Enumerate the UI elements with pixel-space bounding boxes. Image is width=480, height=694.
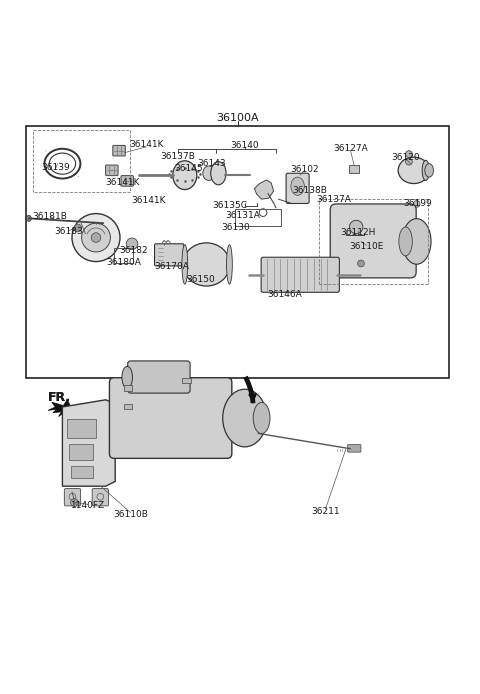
Text: 36137B: 36137B [160, 153, 195, 162]
Bar [124, 404, 132, 409]
Ellipse shape [203, 166, 215, 180]
Polygon shape [254, 180, 274, 199]
Bar [349, 164, 359, 174]
Ellipse shape [399, 227, 412, 256]
Circle shape [72, 214, 120, 262]
Text: 36110B: 36110B [113, 509, 148, 518]
Circle shape [91, 232, 101, 242]
Text: 36150: 36150 [186, 275, 215, 284]
Ellipse shape [182, 245, 188, 284]
Ellipse shape [227, 245, 232, 284]
FancyBboxPatch shape [109, 378, 232, 458]
Circle shape [126, 238, 138, 250]
Text: 36140: 36140 [230, 141, 259, 150]
Text: 36130: 36130 [221, 223, 250, 232]
Text: 1140FZ: 1140FZ [71, 501, 105, 510]
Circle shape [358, 260, 364, 266]
Text: 36145: 36145 [174, 164, 203, 173]
FancyBboxPatch shape [155, 244, 184, 266]
Text: 36141K: 36141K [105, 178, 140, 187]
Bar [69, 444, 93, 460]
Bar [235, 209, 281, 226]
Ellipse shape [223, 389, 267, 447]
Polygon shape [48, 400, 71, 416]
FancyBboxPatch shape [286, 174, 309, 203]
Bar [124, 385, 132, 391]
FancyBboxPatch shape [348, 444, 361, 452]
Text: 36141K: 36141K [132, 196, 166, 205]
Circle shape [406, 158, 412, 165]
Ellipse shape [26, 215, 31, 221]
Ellipse shape [398, 157, 429, 183]
Text: FR.: FR. [48, 391, 71, 405]
Ellipse shape [122, 366, 132, 388]
Bar [182, 378, 191, 384]
FancyBboxPatch shape [261, 257, 339, 292]
Text: 36102: 36102 [290, 165, 319, 174]
Circle shape [349, 220, 363, 234]
FancyBboxPatch shape [64, 489, 81, 506]
FancyBboxPatch shape [330, 204, 416, 278]
Circle shape [82, 223, 110, 252]
Circle shape [74, 224, 82, 232]
Circle shape [406, 151, 412, 158]
Ellipse shape [291, 177, 304, 195]
Text: 36120: 36120 [391, 153, 420, 162]
Text: 36180A: 36180A [107, 258, 141, 267]
Text: 36141K: 36141K [129, 140, 164, 149]
Text: 36100A: 36100A [216, 112, 259, 123]
Text: 36135C: 36135C [212, 201, 247, 210]
Ellipse shape [402, 219, 431, 264]
Ellipse shape [173, 161, 197, 189]
FancyBboxPatch shape [106, 165, 118, 176]
Text: FR.: FR. [48, 391, 71, 405]
Text: 36112H: 36112H [340, 228, 375, 237]
FancyBboxPatch shape [121, 176, 133, 186]
Text: 36183: 36183 [54, 228, 83, 236]
Polygon shape [62, 400, 125, 486]
Bar [26, 126, 449, 378]
Ellipse shape [253, 403, 270, 434]
Text: 36138B: 36138B [292, 186, 327, 195]
Bar [67, 419, 96, 438]
Text: 36143: 36143 [197, 159, 226, 168]
Text: 36199: 36199 [403, 198, 432, 208]
Text: 36110E: 36110E [349, 242, 384, 251]
Ellipse shape [425, 164, 433, 177]
Circle shape [413, 201, 420, 208]
Text: 36127A: 36127A [333, 144, 368, 153]
FancyBboxPatch shape [128, 361, 190, 393]
Ellipse shape [422, 160, 429, 180]
Bar [114, 248, 133, 262]
Text: 36131A: 36131A [226, 212, 260, 221]
Text: 36139: 36139 [41, 164, 70, 173]
Text: 36137A: 36137A [316, 194, 351, 203]
Text: 36211: 36211 [311, 507, 340, 516]
FancyBboxPatch shape [113, 146, 125, 156]
Ellipse shape [211, 162, 226, 185]
Ellipse shape [183, 243, 230, 286]
Text: 36146A: 36146A [267, 290, 301, 299]
Text: 36182: 36182 [119, 246, 148, 255]
Text: 36170A: 36170A [155, 262, 189, 271]
Text: 36181B: 36181B [33, 212, 67, 221]
FancyBboxPatch shape [92, 489, 108, 506]
Circle shape [71, 499, 78, 507]
Bar [71, 466, 93, 477]
